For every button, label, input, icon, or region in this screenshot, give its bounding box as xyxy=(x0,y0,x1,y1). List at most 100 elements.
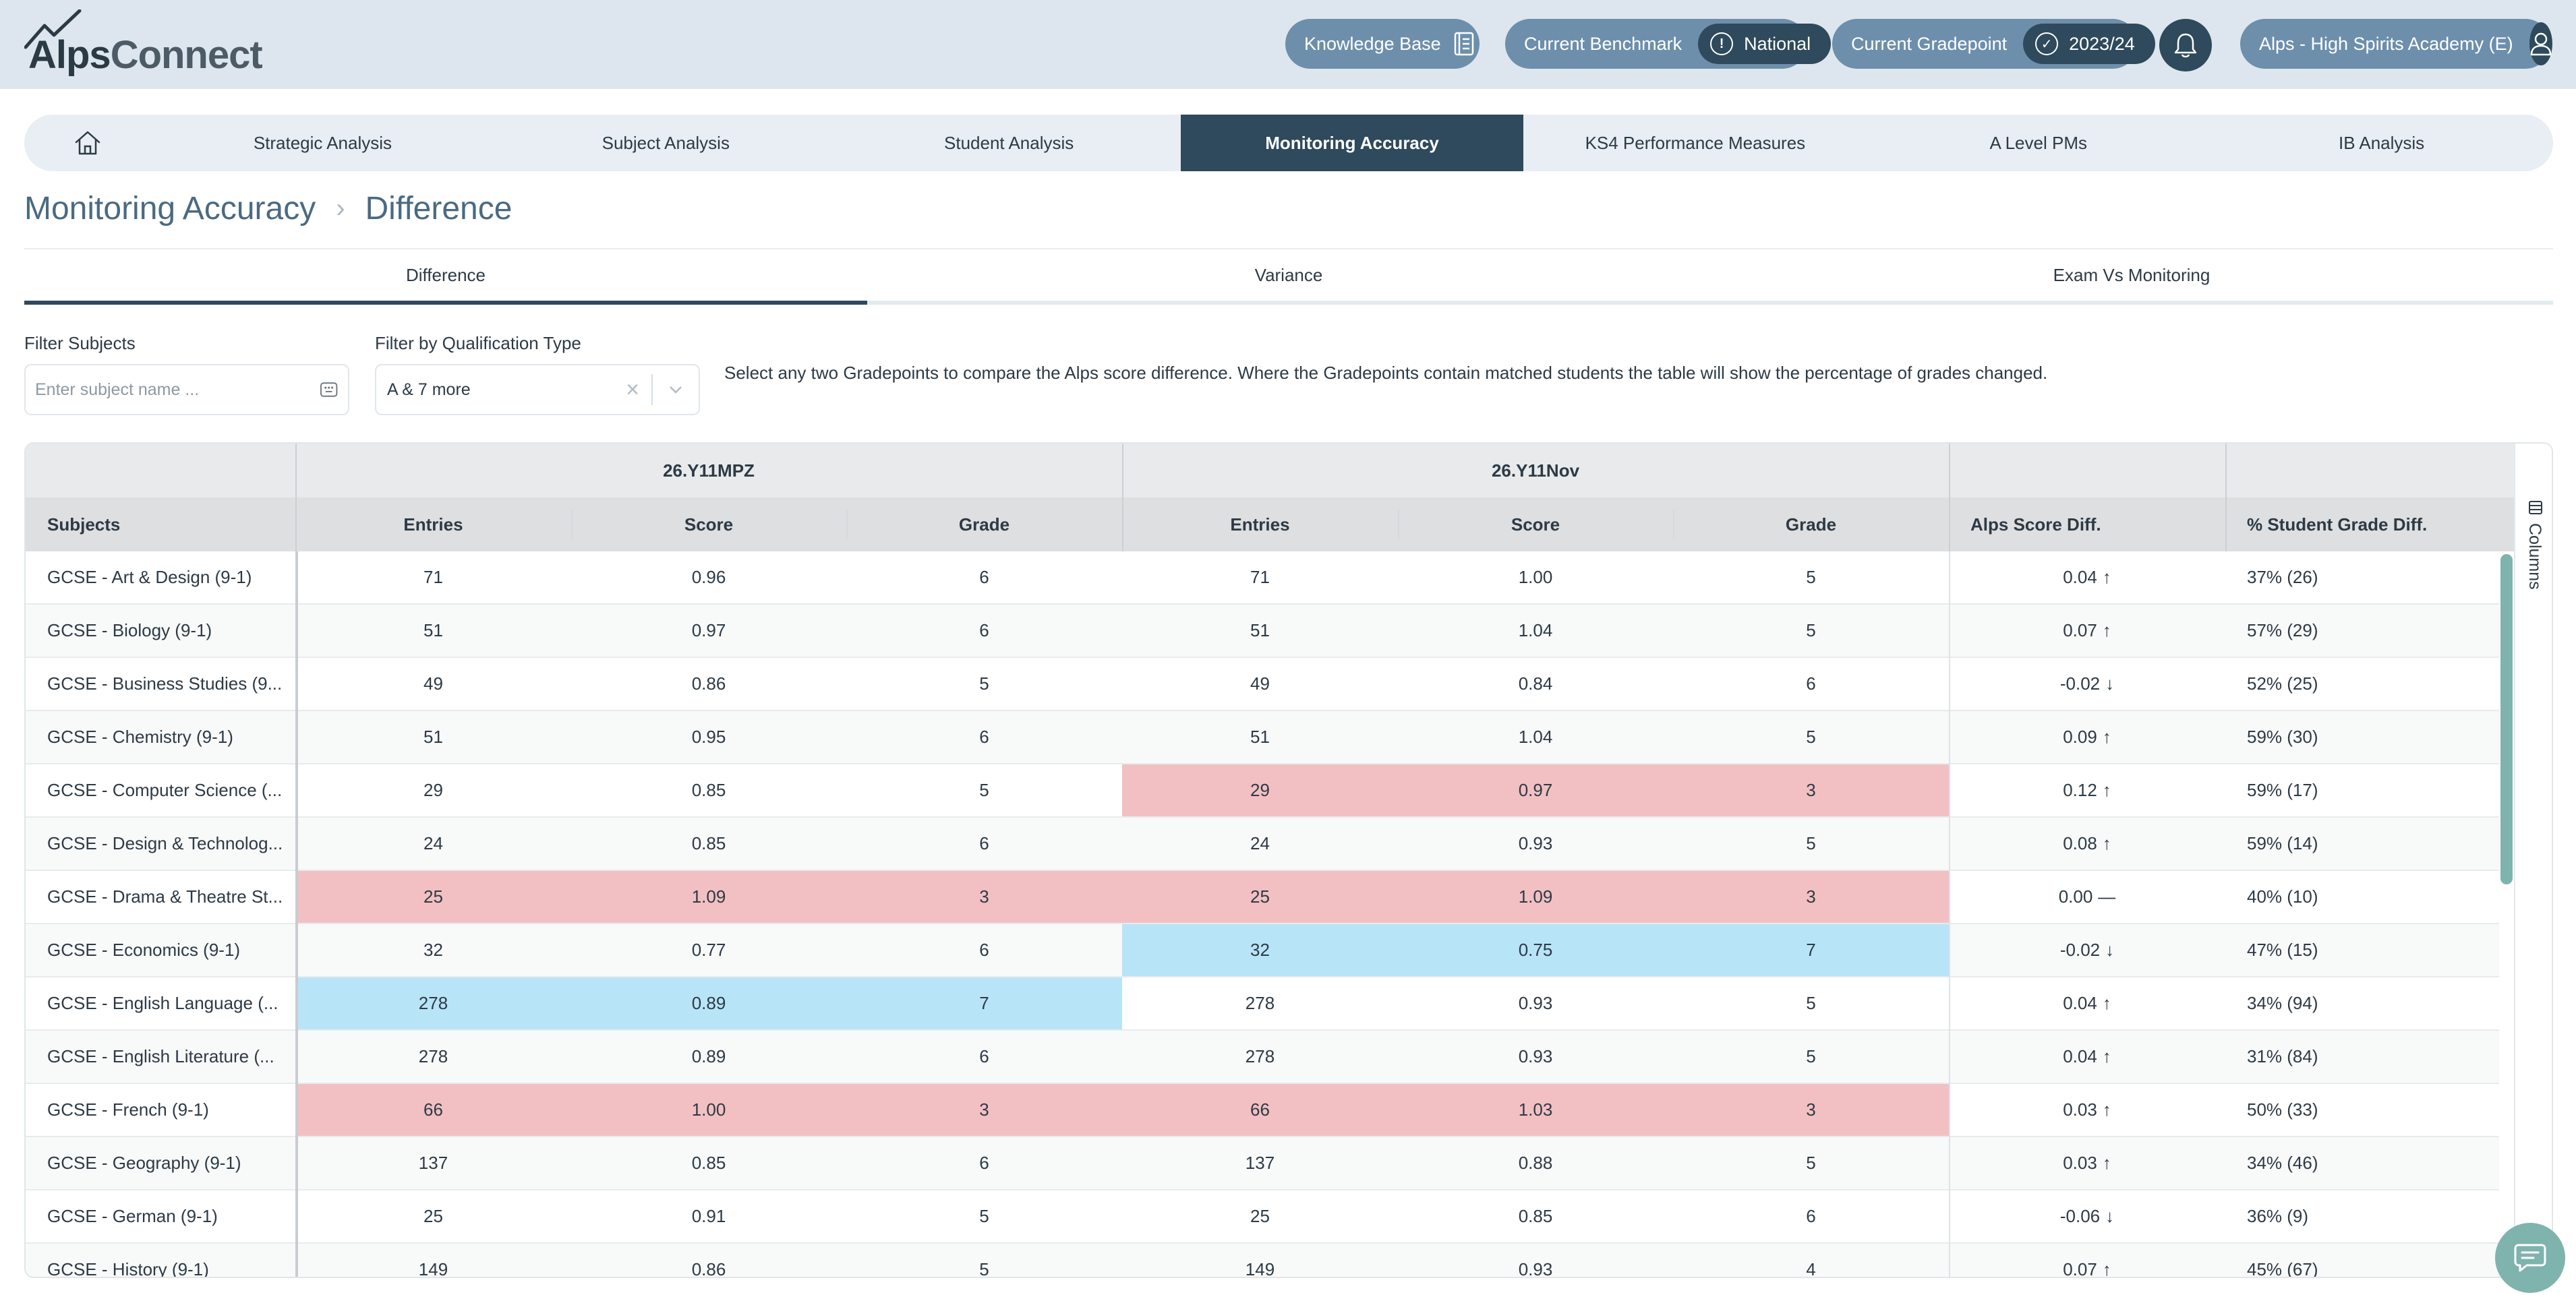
cell-b-score: 1.04 xyxy=(1518,620,1553,640)
chat-button[interactable] xyxy=(2495,1223,2565,1293)
table-row[interactable]: GCSE - Economics (9-1) 32 0.77 6 32 0.75 7 -0.0… xyxy=(26,924,2499,977)
arrow-up-icon: ↑ xyxy=(2102,833,2111,853)
cell-a-grade: 6 xyxy=(979,727,989,747)
nav-a-level-pms[interactable]: A Level PMs xyxy=(1989,132,2087,153)
table-row[interactable]: GCSE - Business Studies (9... 49 0.86 5 49 0.… xyxy=(26,658,2499,711)
cell-a-score: 0.86 xyxy=(691,673,726,694)
nav-ks4-performance-measures[interactable]: KS4 Performance Measures xyxy=(1585,132,1806,153)
col-header-alps-score-diff[interactable]: Alps Score Diff. xyxy=(1970,514,2101,535)
nav-monitoring-accuracy[interactable]: Monitoring Accuracy xyxy=(1180,115,1524,171)
cell-alps-score-diff: 0.04 ↑ xyxy=(1949,551,2225,603)
nav-ib-analysis[interactable]: IB Analysis xyxy=(2339,132,2425,153)
table-row[interactable]: GCSE - Drama & Theatre St... 25 1.09 3 25 1.0… xyxy=(26,871,2499,924)
col-header-b-entries[interactable]: Entries xyxy=(1230,514,1290,535)
cell-pct-student-grade-diff: 47% (15) xyxy=(2247,940,2318,960)
breadcrumb-parent[interactable]: Monitoring Accuracy xyxy=(24,191,316,226)
col-header-subjects[interactable]: Subjects xyxy=(47,514,121,535)
cell-b-entries: 66 xyxy=(1122,1084,1398,1136)
book-icon xyxy=(1454,32,1473,56)
nav-home[interactable] xyxy=(24,115,151,171)
keyboard-icon[interactable] xyxy=(319,381,339,398)
alps-score-diff-value: 0.12 xyxy=(2063,780,2097,800)
columns-panel-label: Columns xyxy=(2525,523,2544,590)
cell-a-grade: 3 xyxy=(846,1084,1122,1136)
qualification-type-select[interactable]: A & 7 more × xyxy=(375,364,700,415)
cell-pct-student-grade-diff: 59% (30) xyxy=(2247,727,2318,747)
alps-connect-logo[interactable]: AlpsConnect xyxy=(24,9,274,77)
cell-b-grade: 5 xyxy=(1806,727,1816,747)
cell-b-score: 1.04 xyxy=(1518,727,1553,747)
cell-b-score: 0.75 xyxy=(1398,924,1673,976)
current-gradepoint-selector[interactable]: Current Gradepoint ✓ 2023/24 xyxy=(1832,19,2155,69)
notifications-button[interactable] xyxy=(2159,19,2212,71)
cell-b-score: 0.93 xyxy=(1518,833,1553,853)
col-header-a-entries[interactable]: Entries xyxy=(403,514,463,535)
columns-panel-toggle[interactable]: Columns xyxy=(2514,444,2552,1277)
current-benchmark-selector[interactable]: Current Benchmark ! National xyxy=(1505,19,1832,69)
arrow-up-icon: ↑ xyxy=(2102,727,2111,747)
bell-icon xyxy=(2174,33,2197,58)
table-row[interactable]: GCSE - Computer Science (... 29 0.85 5 29 0.9… xyxy=(26,764,2499,818)
knowledge-base-button[interactable]: Knowledge Base xyxy=(1285,19,1480,69)
home-icon xyxy=(75,131,100,155)
cell-b-score: 0.85 xyxy=(1518,1206,1553,1226)
tab-exam-vs-monitoring[interactable]: Exam Vs Monitoring xyxy=(1710,249,2553,305)
cell-a-grade: 5 xyxy=(979,1206,989,1226)
table-row[interactable]: GCSE - English Language (... 278 0.89 7 278 0… xyxy=(26,977,2499,1031)
arrow-down-icon: ↓ xyxy=(2105,1206,2115,1226)
table-row[interactable]: GCSE - History (9-1) 149 0.86 5 149 0.93 4 0.07… xyxy=(26,1244,2499,1277)
table-row[interactable]: GCSE - German (9-1) 25 0.91 5 25 0.85 6 -0.06 ↓ 3… xyxy=(26,1190,2499,1244)
col-header-pct-student-grade-diff[interactable]: % Student Grade Diff. xyxy=(2247,514,2428,535)
table-row[interactable]: GCSE - Geography (9-1) 137 0.85 6 137 0.88 5 0.… xyxy=(26,1137,2499,1190)
nav-subject-analysis[interactable]: Subject Analysis xyxy=(602,132,730,153)
columns-icon xyxy=(2529,501,2542,514)
nav-strategic-analysis[interactable]: Strategic Analysis xyxy=(253,132,392,153)
cell-subject: GCSE - Biology (9-1) xyxy=(47,620,212,640)
alps-score-diff-value: 0.03 xyxy=(2063,1099,2097,1120)
sub-tabs: Difference Variance Exam Vs Monitoring xyxy=(24,249,2553,305)
cell-a-grade: 6 xyxy=(979,1046,989,1066)
cell-b-score: 0.84 xyxy=(1518,673,1553,694)
tab-variance[interactable]: Variance xyxy=(867,249,1710,305)
table-row[interactable]: GCSE - French (9-1) 66 1.00 3 66 1.03 3 0.03 ↑ 50… xyxy=(26,1084,2499,1137)
cell-alps-score-diff: 0.09 ↑ xyxy=(1949,711,2225,763)
col-header-a-grade[interactable]: Grade xyxy=(958,514,1010,535)
col-header-a-score[interactable]: Score xyxy=(684,514,734,535)
col-header-b-score[interactable]: Score xyxy=(1511,514,1560,535)
table-row[interactable]: GCSE - Biology (9-1) 51 0.97 6 51 1.04 5 0.07 ↑ 5… xyxy=(26,605,2499,658)
current-gradepoint-value-badge: ✓ 2023/24 xyxy=(2023,24,2155,64)
col-header-b-grade[interactable]: Grade xyxy=(1785,514,1837,535)
cell-pct-student-grade-diff: 52% (25) xyxy=(2247,673,2318,694)
table-row[interactable]: GCSE - Art & Design (9-1) 71 0.96 6 71 1.00 5 0… xyxy=(26,551,2499,605)
divider xyxy=(24,248,2553,249)
academy-account-menu[interactable]: Alps - High Spirits Academy (E) xyxy=(2240,19,2552,69)
difference-table: 26.Y11MPZ 26.Y11Nov Subjects Entries Sco… xyxy=(24,442,2553,1278)
header-divider xyxy=(846,510,848,539)
cell-b-grade: 5 xyxy=(1806,567,1816,587)
clear-icon[interactable]: × xyxy=(626,376,639,402)
cell-b-entries: 51 xyxy=(1250,620,1270,640)
cell-b-score: 0.88 xyxy=(1518,1153,1553,1173)
subject-search-input[interactable] xyxy=(35,380,312,400)
cell-subject: GCSE - French (9-1) xyxy=(47,1099,209,1120)
table-row[interactable]: GCSE - English Literature (... 278 0.89 6 27… xyxy=(26,1031,2499,1084)
alps-score-diff-value: 0.04 xyxy=(2063,567,2097,587)
nav-student-analysis[interactable]: Student Analysis xyxy=(944,132,1074,153)
table-scrollbar[interactable] xyxy=(2500,554,2513,884)
table-row[interactable]: GCSE - Design & Technolog... 24 0.85 6 24 0.9… xyxy=(26,818,2499,871)
logo-mountain-icon xyxy=(24,9,82,49)
alps-score-diff-value: -0.02 xyxy=(2059,940,2101,960)
user-icon xyxy=(2530,32,2551,56)
arrow-up-icon: ↑ xyxy=(2102,620,2111,640)
cell-subject: GCSE - Design & Technolog... xyxy=(47,833,283,853)
cell-a-entries: 25 xyxy=(423,1206,443,1226)
tab-difference[interactable]: Difference xyxy=(24,249,867,305)
chevron-down-icon[interactable] xyxy=(653,384,699,395)
cell-a-entries: 66 xyxy=(295,1084,571,1136)
table-row[interactable]: GCSE - Chemistry (9-1) 51 0.95 6 51 1.04 5 0.09… xyxy=(26,711,2499,764)
cell-alps-score-diff: -0.02 ↓ xyxy=(1949,924,2225,976)
cell-a-entries: 49 xyxy=(423,673,443,694)
cell-b-grade: 5 xyxy=(1806,993,1816,1013)
alps-score-diff-value: 0.00 xyxy=(2058,886,2093,907)
main-nav: Strategic Analysis Subject Analysis Stud… xyxy=(24,115,2553,171)
